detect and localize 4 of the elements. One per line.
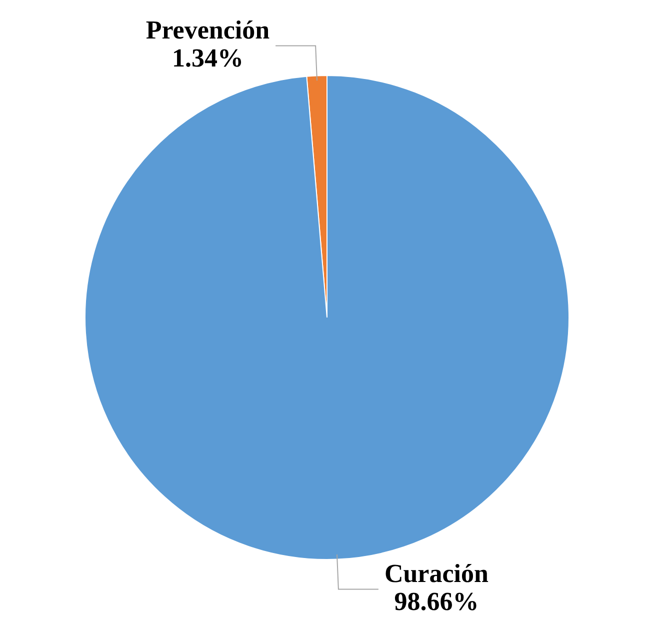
slice-label: Prevención bbox=[146, 15, 270, 44]
slice-label: Curación bbox=[384, 558, 489, 588]
data-label: 98.66% bbox=[394, 586, 479, 616]
data-label: 1.34% bbox=[172, 43, 244, 72]
